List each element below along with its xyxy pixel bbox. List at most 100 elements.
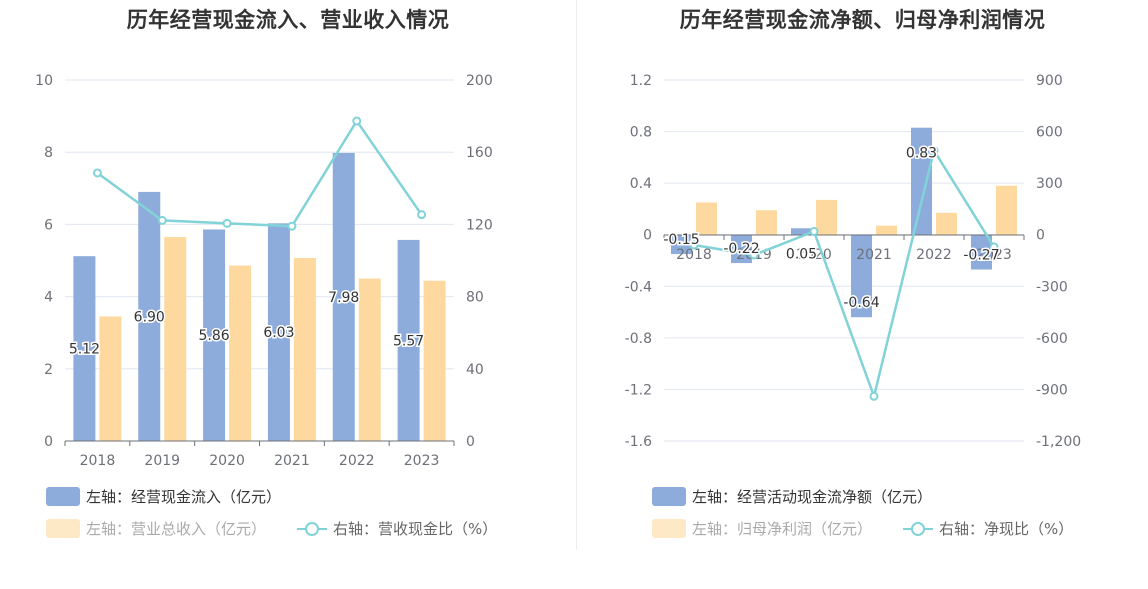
bar-2020-primary — [203, 229, 226, 441]
y-right-tick-label: 200 — [466, 73, 493, 89]
y-left-tick-label: 4 — [44, 290, 53, 306]
x-tick-label: 2019 — [144, 453, 180, 469]
bar-data-label: 5.86 — [198, 328, 229, 344]
bar-data-label: 5.12 — [69, 342, 100, 358]
legend-item-cash-ratio[interactable]: 右轴：营收现金比（%） — [297, 518, 497, 539]
line-point-2019 — [157, 215, 167, 225]
legend-swatch — [46, 519, 80, 538]
y-right-tick-label: -600 — [1036, 331, 1068, 347]
y-right-tick-label: 80 — [466, 290, 484, 306]
bar-2019-primary — [138, 191, 161, 441]
legend-label: 左轴：经营活动现金流净额（亿元） — [692, 488, 933, 506]
legend-line-symbol — [903, 521, 933, 537]
y-left-tick-label: -0.8 — [625, 331, 652, 347]
bar-2021-primary — [851, 234, 872, 318]
x-tick-label: 2022 — [339, 453, 375, 469]
bar-2022-primary — [911, 127, 932, 235]
line-point-2023 — [989, 242, 999, 252]
bar-data-label: -0.15 — [663, 232, 699, 248]
bar-2023-primary — [971, 234, 992, 270]
line-series — [693, 147, 996, 401]
y-right-tick-label: 300 — [1036, 176, 1063, 192]
x-tick-label: 2018 — [80, 453, 116, 469]
legend-label: 右轴：营收现金比（%） — [333, 520, 498, 538]
y-right-tick-label: 0 — [1036, 228, 1045, 244]
bar-data-label: 5.57 — [393, 333, 424, 349]
bar-data-label: 6.03 — [263, 325, 294, 341]
y-left-tick-label: -1.2 — [625, 382, 652, 398]
y-right-tick-label: 120 — [466, 217, 493, 233]
bar-2021-secondary — [293, 257, 316, 441]
x-tick-label: 2022 — [916, 247, 952, 263]
bar-data-label: 7.98 — [328, 290, 359, 306]
bar-2022-secondary — [936, 212, 957, 235]
y-left-tick-label: 10 — [35, 73, 53, 89]
bar-2018-secondary — [696, 202, 717, 235]
legend-label: 左轴：经营现金流入（亿元） — [86, 488, 282, 506]
legend-item-net-profit[interactable]: 左轴：归母净利润（亿元） — [652, 518, 872, 539]
legend-swatch — [652, 519, 686, 538]
line-point-2020 — [809, 226, 819, 236]
legend-label: 左轴：营业总收入（亿元） — [86, 520, 267, 538]
y-right-tick-label: -900 — [1036, 382, 1068, 398]
chart-title: 历年经营现金流入、营业收入情况 — [126, 8, 450, 32]
chart-panel-net-cash: 历年经营现金流净额、归母净利润情况 -1.6 -1,200 -1.2 -900 -0.8… — [577, 0, 1148, 560]
y-left-tick-label: 1.2 — [630, 73, 652, 89]
line-point-2022 — [929, 145, 939, 155]
line-point-2018 — [92, 168, 102, 178]
y-right-tick-label: 0 — [466, 434, 475, 450]
bar-2023-secondary — [996, 185, 1017, 235]
x-tick-label: 2020 — [209, 453, 245, 469]
y-left-tick-label: 0 — [44, 434, 53, 450]
bar-2023-primary — [397, 239, 420, 441]
bar-data-label: 0.83 — [906, 146, 937, 162]
bar-2020-primary — [791, 228, 812, 235]
line-point-2020 — [222, 218, 232, 228]
bar-2018-secondary — [99, 316, 122, 441]
bar-2018-primary — [671, 234, 692, 255]
bar-2020-secondary — [229, 265, 252, 441]
y-left-tick-label: -0.4 — [625, 279, 652, 295]
y-right-tick-label: 40 — [466, 362, 484, 378]
y-left-tick-label: 8 — [44, 145, 53, 161]
chart-plot-net-cash: -1.6 -1,200 -1.2 -900 -0.8 -600 -0.4 -300 0 0 0.4 3… — [625, 73, 1081, 450]
bar-2022-primary — [332, 152, 355, 441]
legend-item-net-cash-flow[interactable]: 左轴：经营活动现金流净额（亿元） — [652, 486, 932, 507]
line-point-2021 — [287, 221, 297, 231]
line-point-2021 — [869, 391, 879, 401]
line-series — [96, 118, 423, 228]
y-right-tick-label: 900 — [1036, 73, 1063, 89]
chart-plot-cash-inflow: 0 0 2 40 4 80 6 120 8 160 10 200 2018 2019 2020 2021 202… — [35, 73, 493, 469]
chart-legend: 左轴：经营活动现金流净额（亿元） 左轴：归母净利润（亿元） 右轴：净现比（%） — [577, 482, 1148, 542]
legend-label: 右轴：净现比（%） — [939, 520, 1074, 538]
bar-data-label: -0.22 — [723, 241, 759, 257]
bar-data-label: -0.27 — [963, 248, 999, 264]
bar-2018-primary — [73, 256, 96, 441]
legend-item-cash-inflow[interactable]: 左轴：经营现金流入（亿元） — [46, 486, 281, 507]
bar-2022-secondary — [358, 278, 381, 441]
bar-2021-primary — [267, 223, 290, 441]
y-right-tick-label: -300 — [1036, 279, 1068, 295]
x-tick-label: 2021 — [274, 453, 310, 469]
bar-data-label: 6.90 — [134, 309, 165, 325]
line-point-2019 — [749, 250, 759, 260]
y-right-tick-label: -1,200 — [1036, 434, 1081, 450]
legend-item-revenue[interactable]: 左轴：营业总收入（亿元） — [46, 518, 266, 539]
legend-line-symbol — [297, 521, 327, 537]
y-left-tick-label: 0 — [643, 228, 652, 244]
bar-data-label: 0.05 — [786, 246, 817, 262]
y-right-tick-label: 160 — [466, 145, 493, 161]
bar-2019-secondary — [164, 237, 187, 441]
line-point-2022 — [352, 116, 362, 126]
panel-divider — [576, 0, 577, 550]
bar-2020-secondary — [816, 199, 837, 235]
y-right-tick-label: 600 — [1036, 125, 1063, 141]
legend-item-net-cash-ratio[interactable]: 右轴：净现比（%） — [903, 518, 1073, 539]
chart-title: 历年经营现金流净额、归母净利润情况 — [679, 8, 1046, 32]
line-point-2018 — [689, 240, 699, 250]
y-left-tick-label: 0.4 — [630, 176, 652, 192]
chart-legend: 左轴：经营现金流入（亿元） 左轴：营业总收入（亿元） 右轴：营收现金比（%） — [0, 482, 576, 542]
y-left-tick-label: 0.8 — [630, 125, 652, 141]
line-point-2023 — [417, 210, 427, 220]
chart-panel-cash-inflow: 历年经营现金流入、营业收入情况 0 0 2 40 4 80 6 120 8 160 10 200 201… — [0, 0, 576, 560]
